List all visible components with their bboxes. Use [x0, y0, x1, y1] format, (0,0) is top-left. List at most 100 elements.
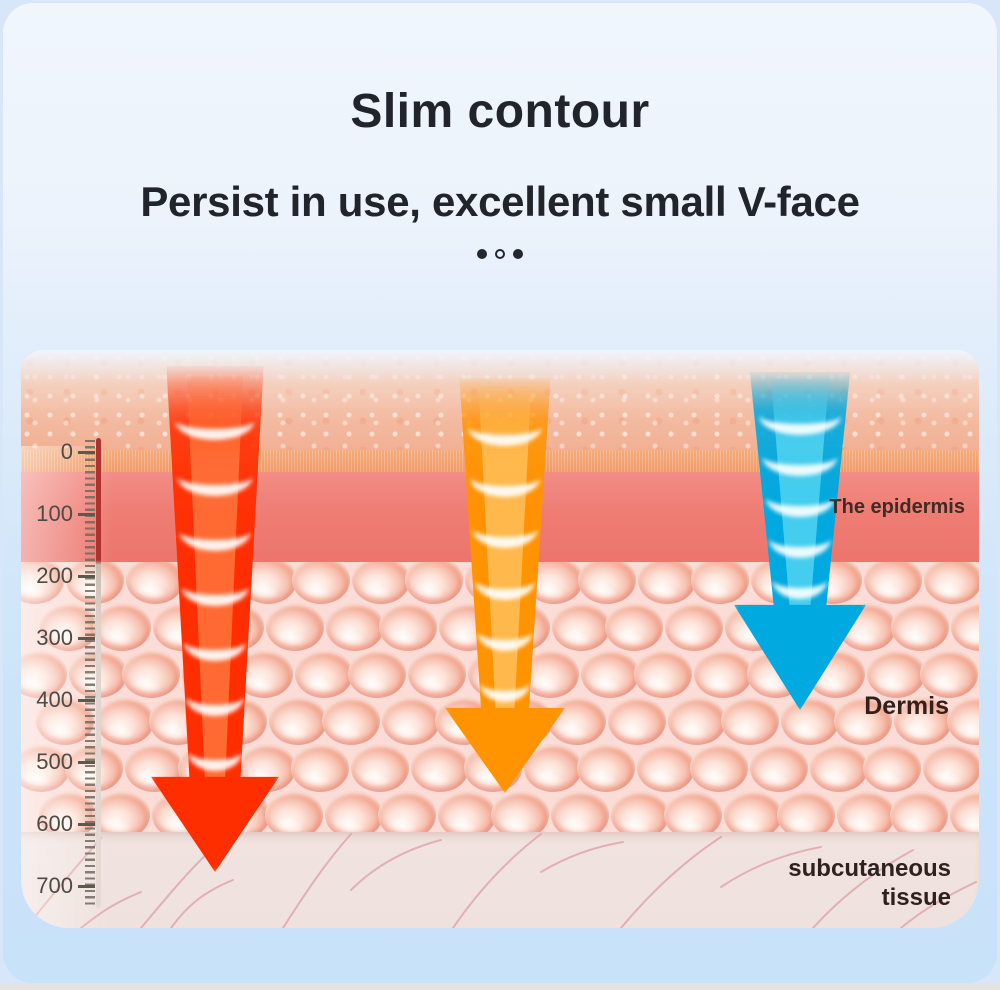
skin-cross-section-diagram: The epidermis Dermis subcutaneous tissue… — [21, 350, 979, 928]
subcutaneous-label-line2: tissue — [881, 884, 951, 912]
dermis-cell — [552, 603, 610, 651]
dermis-cell — [491, 791, 549, 832]
dermis-cell — [36, 697, 94, 745]
dermis-cell — [379, 603, 437, 651]
dermis-cell — [66, 562, 124, 604]
dermis-cell — [867, 650, 925, 698]
dermis-cell — [721, 697, 779, 745]
epidermis-label: The epidermis — [829, 496, 965, 518]
dermis-cell — [638, 562, 696, 604]
dermis-label: Dermis — [864, 692, 949, 720]
dermis-cell — [352, 562, 410, 604]
dermis-cell — [405, 562, 463, 604]
dermis-cell — [634, 650, 692, 698]
dermis-cell — [810, 744, 868, 792]
dermis-cell — [724, 791, 782, 832]
dermis-cell — [266, 603, 324, 651]
dermis-cell — [781, 697, 839, 745]
orange-energy-arrow-wavefront — [470, 458, 540, 498]
dermis-cell — [326, 603, 384, 651]
dermis-cell — [863, 744, 921, 792]
dermis-cell — [322, 697, 380, 745]
dermis-cell — [864, 562, 922, 604]
dermis-cell — [325, 791, 383, 832]
dermis-cell — [291, 744, 349, 792]
orange-energy-arrow-wavefront — [479, 663, 531, 702]
dermis-cell — [39, 791, 97, 832]
dermis-cell — [548, 697, 606, 745]
dermis-cell — [750, 744, 808, 792]
dermis-cell — [265, 791, 323, 832]
blue-energy-arrow-wavefront — [768, 519, 832, 558]
filled-dot-icon — [513, 248, 523, 259]
blue-energy-arrow-wavefront — [762, 437, 838, 476]
blue-energy-arrow-wavefront — [759, 396, 841, 435]
dermis-cell — [694, 650, 752, 698]
dermis-cell — [382, 697, 440, 745]
red-energy-arrow-wavefront — [185, 677, 245, 716]
dermis-cell — [69, 650, 127, 698]
dermis-cell — [21, 744, 70, 792]
orange-energy-arrow-wavefront — [475, 561, 535, 600]
page-subtitle: Persist in use, excellent small V-face — [140, 178, 860, 225]
hollow-dot-icon — [495, 248, 505, 259]
dermis-cell — [891, 603, 949, 651]
dermis-cell — [408, 650, 466, 698]
dermis-cell — [292, 562, 350, 604]
blue-energy-arrow — [734, 372, 866, 710]
dermis-cell — [894, 697, 952, 745]
dermis-cell — [637, 744, 695, 792]
red-energy-arrow — [151, 366, 279, 872]
dermis-cell — [837, 791, 895, 832]
filled-dot-icon — [477, 248, 487, 259]
orange-energy-arrow-wavefront — [472, 509, 538, 549]
dermis-cell — [378, 791, 436, 832]
dermis-cell — [950, 791, 979, 832]
subcutaneous-label: subcutaneous tissue — [788, 854, 951, 913]
pagination-dots — [0, 247, 1000, 261]
orange-energy-arrow — [445, 378, 565, 793]
dermis-cell — [691, 562, 749, 604]
dermis-cell — [40, 603, 98, 651]
orange-energy-arrow-wavefront — [477, 612, 533, 651]
dermis-cell — [21, 562, 64, 604]
red-energy-arrow-wavefront — [175, 401, 255, 441]
dermis-cell — [920, 650, 978, 698]
dermis-cell — [21, 650, 67, 698]
bottom-strip — [0, 983, 1000, 990]
dermis-cell — [65, 744, 123, 792]
red-energy-arrow-wavefront — [188, 732, 242, 771]
subcutaneous-layer — [21, 832, 979, 928]
dermis-cell — [665, 603, 723, 651]
dermis-cell — [92, 791, 150, 832]
dermis-cell — [578, 562, 636, 604]
dermis-cell — [668, 697, 726, 745]
dermis-cell — [834, 697, 892, 745]
page-title: Slim contour — [350, 85, 650, 138]
dermis-cell — [577, 744, 635, 792]
dermis-cell — [295, 650, 353, 698]
dermis-cell — [269, 697, 327, 745]
dermis-cell — [890, 791, 948, 832]
dermis-cell — [438, 791, 496, 832]
red-energy-arrow-wavefront — [179, 512, 251, 551]
dermis-cell — [690, 744, 748, 792]
subcutaneous-label-line1: subcutaneous — [788, 855, 951, 882]
dermis-cell — [611, 791, 669, 832]
red-energy-arrow-wavefront — [177, 457, 253, 496]
dermis-cell — [608, 697, 666, 745]
dermis-cell — [126, 562, 184, 604]
blue-energy-arrow-wavefront — [765, 478, 835, 517]
dermis-cell — [923, 744, 979, 792]
dermis-cell — [351, 744, 409, 792]
dermis-cell — [924, 562, 979, 604]
dermis-cell — [348, 650, 406, 698]
dermis-cell — [951, 603, 979, 651]
orange-energy-arrow-wavefront — [467, 407, 543, 447]
dermis-cell — [93, 603, 151, 651]
dermis-cell — [605, 603, 663, 651]
dermis-cell — [551, 791, 609, 832]
red-energy-arrow-wavefront — [181, 567, 249, 606]
red-energy-arrow-wavefront — [183, 622, 247, 661]
